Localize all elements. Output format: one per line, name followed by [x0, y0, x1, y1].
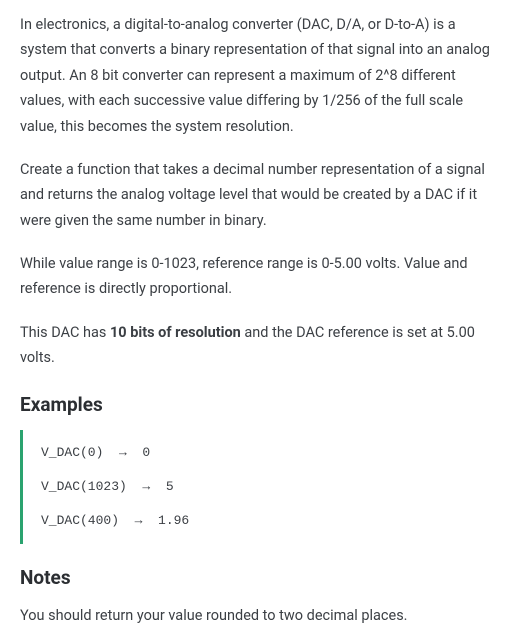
p4-strong: 10 bits of resolution [110, 324, 241, 341]
notes-paragraph: You should return your value rounded to … [20, 603, 493, 628]
p4-prefix: This DAC has [20, 324, 110, 341]
intro-paragraph-4: This DAC has 10 bits of resolution and t… [20, 320, 493, 371]
notes-heading: Notes [20, 566, 493, 589]
code-line: V_DAC(400) → 1.96 [41, 512, 493, 530]
intro-paragraph-2: Create a function that takes a decimal n… [20, 157, 493, 233]
intro-paragraph-3: While value range is 0-1023, reference r… [20, 251, 493, 302]
examples-heading: Examples [20, 393, 493, 416]
code-line: V_DAC(0) → 0 [41, 444, 493, 462]
code-line: V_DAC(1023) → 5 [41, 478, 493, 496]
problem-description: In electronics, a digital-to-analog conv… [0, 0, 513, 644]
intro-paragraph-1: In electronics, a digital-to-analog conv… [20, 12, 493, 139]
examples-code-block: V_DAC(0) → 0 V_DAC(1023) → 5 V_DAC(400) … [20, 430, 493, 545]
